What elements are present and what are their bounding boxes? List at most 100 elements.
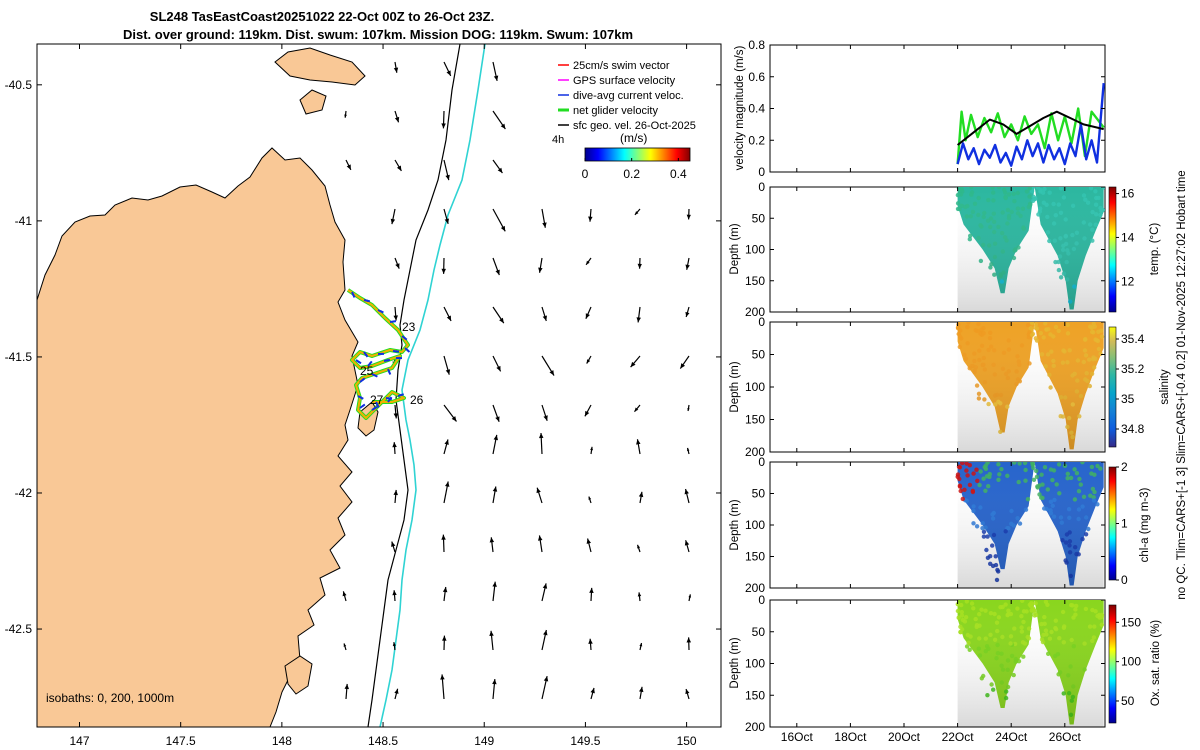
dive-avg-current-vectors: [351, 291, 411, 411]
section-ytick-label: 200: [745, 720, 765, 734]
geo-velocity-arrow-head: [444, 439, 449, 445]
geo-velocity-arrow-head: [392, 442, 397, 448]
geo-velocity-arrow-head: [489, 537, 495, 543]
chart-title: SL248 TasEastCoast20251022 22-Oct 00Z to…: [150, 9, 494, 24]
map-panel: 23 25 27 26 147 147.5 148 148.5 149 149.5 150 …: [5, 43, 722, 748]
geo-velocity-arrow-head: [492, 581, 497, 587]
oxygen-panel: 0 50 100 150 200 Depth (m) 50 100 150 Ox. sat.…: [729, 593, 1162, 734]
time-tick-label: 20Oct: [888, 730, 921, 744]
time-tick-label: 18Oct: [834, 730, 867, 744]
temperature-section: [955, 187, 1105, 312]
geo-velocity-arrow-head: [639, 686, 644, 693]
geo-velocity-arrow-head: [442, 587, 448, 593]
flinders-island: [274, 47, 366, 86]
geo-velocity-arrow-head: [393, 67, 399, 73]
legend-label-dac: dive-avg current veloc.: [573, 90, 684, 102]
geo-velocity-arrow-head: [343, 643, 347, 647]
velocity-ylabel: velocity magnitude (m/s): [734, 46, 746, 171]
geo-velocity-arrow-head: [549, 370, 555, 376]
section-ytick-label: 50: [752, 625, 766, 639]
geo-velocity-arrow-head: [492, 486, 498, 492]
velocity-ytick-label: 0.6: [748, 70, 765, 84]
section-shading: [957, 600, 1104, 727]
geo-velocity-arrow-head: [499, 317, 504, 324]
isobath-1000m: [379, 44, 486, 727]
oxygen-cbar-label: Ox. sat. ratio (%): [1150, 620, 1162, 706]
geo-velocity-arrow-head: [500, 123, 506, 130]
geo-velocity-arrow-head: [441, 123, 446, 129]
legend-entry-dac: dive-avg current veloc.: [558, 90, 684, 102]
speed-colorbar-tick-label: 0.4: [670, 167, 687, 181]
track-label-25: 25: [360, 364, 374, 378]
colorbar-tick-label: 16: [1121, 187, 1135, 201]
section-ytick-label: 50: [752, 348, 766, 362]
section-ytick-label: 50: [752, 487, 766, 501]
geo-velocity-arrow-head: [680, 363, 686, 369]
velocity-series-line: [956, 82, 1105, 167]
surface-velocity-arrows: [342, 61, 692, 700]
chla-cbar-label: chl-a (mg m-3): [1139, 487, 1151, 562]
section-ytick-label: 0: [758, 180, 765, 194]
geo-velocity-arrow-head: [346, 164, 351, 170]
temperature-colorbar: [1108, 186, 1117, 313]
section-shading: [957, 462, 1104, 588]
legend-label-sfc: sfc geo. vel. 26-Oct-2025: [573, 120, 696, 132]
geo-velocity-arrow-head: [441, 534, 446, 540]
colorbar-tick-label: 1: [1121, 517, 1128, 531]
chla-ylabel: Depth (m): [729, 499, 741, 550]
geo-velocity-arrow-head: [685, 689, 690, 695]
section-ytick-label: 150: [745, 688, 765, 702]
geo-velocity-arrow-head: [394, 116, 400, 123]
geo-velocity-arrow-head: [590, 446, 594, 451]
oxygen-colorbar-ticks: 50 100 150: [1116, 615, 1141, 708]
section-shading: [957, 322, 1104, 452]
legend-label-gps: GPS surface velocity: [573, 75, 676, 87]
speed-colorbar-ticks: 0 0.2 0.4: [582, 158, 687, 181]
geo-velocity-arrow-head: [686, 447, 690, 451]
geo-velocity-arrow-head: [686, 214, 691, 220]
geo-velocity-arrow-head: [451, 416, 457, 422]
geo-velocity-arrow-head: [444, 218, 449, 224]
chla-colorbar: [1108, 466, 1117, 581]
geo-velocity-arrow-head: [586, 260, 590, 265]
salinity-colorbar-ticks: 34.8 35 35.2 35.4: [1116, 332, 1145, 436]
map-ytick-label: -41: [15, 214, 33, 228]
geo-velocity-arrow-head: [688, 594, 692, 598]
isobath-label: isobaths: 0, 200, 1000m: [46, 691, 174, 705]
salinity-section: [955, 322, 1105, 452]
geo-velocity-arrow-head: [446, 315, 452, 321]
geo-velocity-arrow-head: [634, 407, 639, 412]
geo-velocity-arrow-head: [590, 687, 595, 694]
track-label-27: 27: [370, 393, 384, 407]
salinity-panel: 0 50 100 150 200 Depth (m) 34.8 35 35.2 35.4 sa…: [729, 315, 1171, 459]
geo-velocity-arrow-head: [390, 218, 396, 225]
geo-velocity-arrow-head: [393, 489, 398, 496]
temperature-panel: 0 50 100 150 200 Depth (m) 12 14 16 temp. (°C): [729, 180, 1161, 319]
section-ytick-label: 0: [758, 593, 765, 607]
geo-velocity-arrow-head: [686, 637, 692, 643]
velocity-y-ticks: 0 0.2 0.4 0.6 0.8: [748, 38, 1105, 179]
temperature-cbar-label: temp. (°C): [1149, 223, 1161, 276]
geo-velocity-arrow-head: [489, 630, 494, 637]
geo-velocity-arrow-head: [630, 361, 636, 368]
oxygen-y-ticks: 0 50 100 150 200: [745, 593, 1105, 734]
dac-vector-head: [366, 299, 370, 302]
dac-vector-head: [374, 406, 378, 410]
geo-velocity-arrow-head: [445, 174, 450, 181]
geo-velocity-arrow-head: [543, 629, 548, 636]
geo-velocity-arrow-head: [496, 365, 501, 372]
salinity-colorbar: [1108, 326, 1117, 448]
dac-vector-head: [406, 349, 410, 352]
dac-vector-head: [388, 371, 391, 375]
geo-velocity-arrow-head: [495, 269, 500, 276]
geo-velocity-arrow-head: [589, 587, 594, 593]
geo-velocity-arrow-head: [440, 674, 445, 680]
map-xtick-label: 148: [272, 734, 292, 748]
map-xtick-label: 149: [474, 734, 494, 748]
chla-section: [955, 462, 1104, 588]
geo-velocity-arrow-head: [634, 211, 639, 215]
map-ytick-label: -41.5: [5, 350, 33, 364]
section-shading: [957, 187, 1104, 312]
map-ytick-label: -42: [15, 486, 33, 500]
velocity-ytick-label: 0.4: [748, 102, 765, 116]
